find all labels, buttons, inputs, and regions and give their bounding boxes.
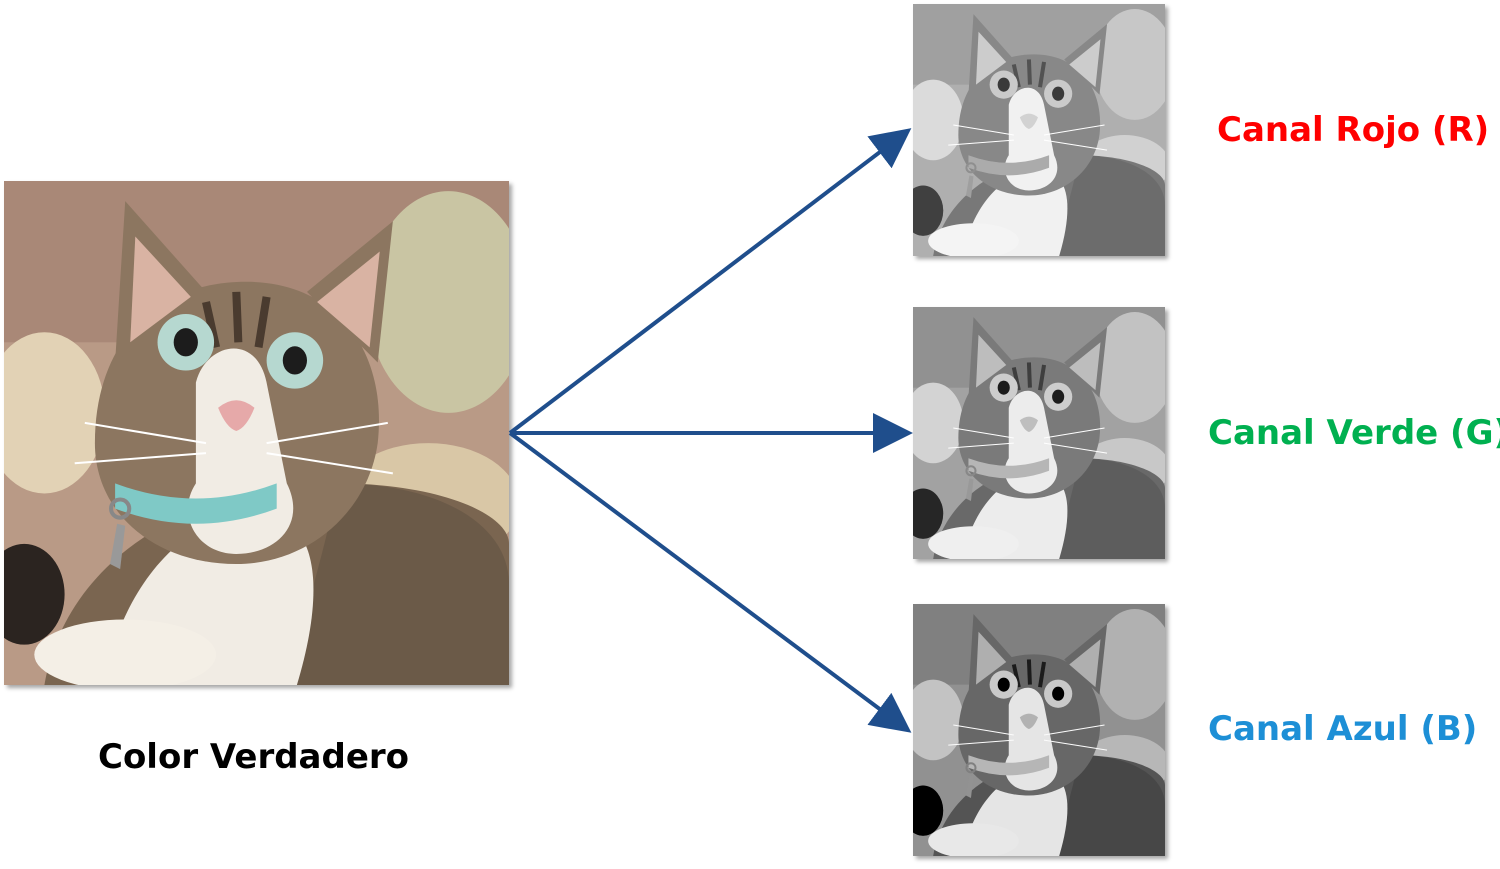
cat-blue-channel-icon [913,604,1165,856]
cat-red-channel-icon [913,4,1165,256]
green-channel-label: Canal Verde (G) [1208,413,1500,453]
red-channel-label: Canal Rojo (R) [1217,110,1490,150]
blue-channel-image [913,604,1165,856]
arrow-to-blue [508,431,912,733]
blue-channel-label: Canal Azul (B) [1208,709,1478,749]
cat-green-channel-icon [913,307,1165,559]
true-color-label: Color Verdadero [98,737,410,777]
green-channel-image [913,307,1165,559]
true-color-image [4,181,509,685]
cat-photo-icon [4,181,509,685]
red-channel-image [913,4,1165,256]
arrow-to-red [508,128,912,435]
